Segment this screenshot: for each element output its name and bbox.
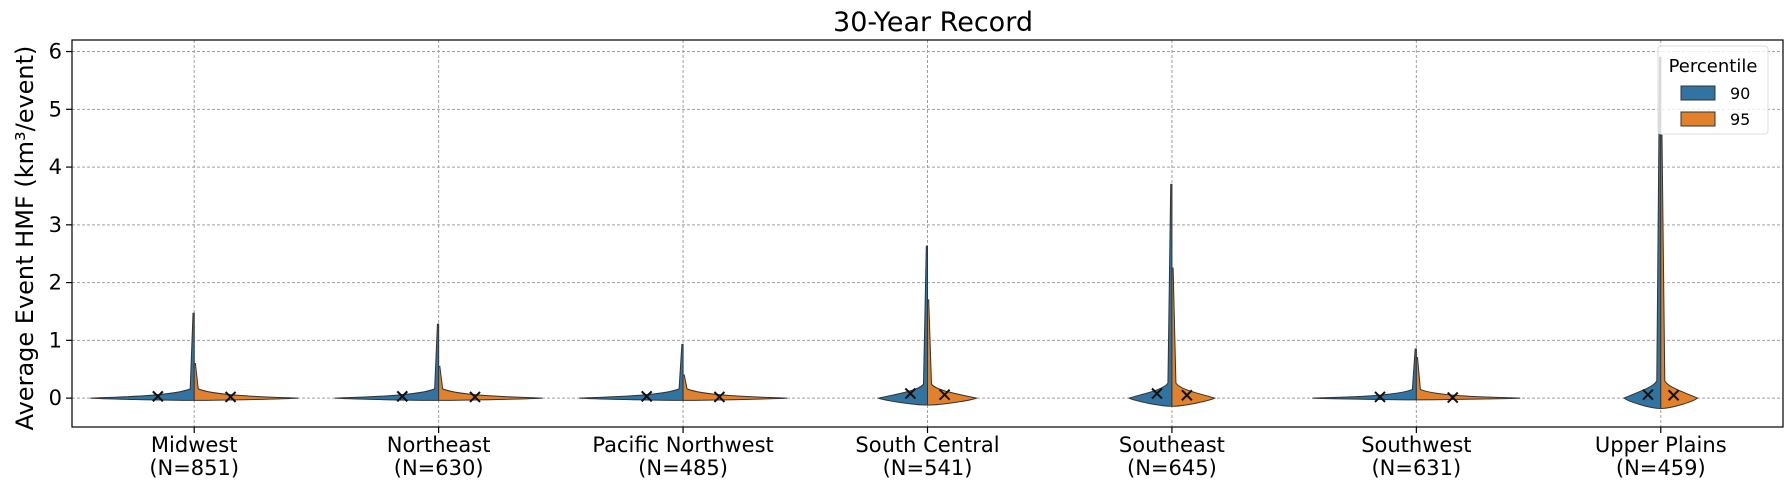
y-tick-label-4: 4 bbox=[49, 155, 62, 179]
chart-title: 30-Year Record bbox=[833, 7, 1033, 38]
legend: Percentile 90 95 bbox=[1657, 45, 1769, 135]
violins bbox=[90, 56, 1699, 410]
median-marker-90 bbox=[1642, 388, 1654, 401]
violin-half-95 bbox=[438, 365, 543, 401]
y-tick-label-2: 2 bbox=[49, 271, 62, 295]
median-marker-95 bbox=[713, 391, 726, 403]
violin-half-90 bbox=[1623, 56, 1662, 410]
legend-label-95: 95 bbox=[1730, 110, 1750, 129]
violin-half-90 bbox=[877, 245, 928, 406]
violin-half-90 bbox=[90, 312, 195, 401]
x-tick-label-region: Southwest bbox=[1361, 433, 1471, 457]
y-tick-label-1: 1 bbox=[49, 328, 62, 352]
median-marker-90 bbox=[1151, 387, 1163, 400]
x-tick-label-count: (N=485) bbox=[638, 456, 728, 480]
violin-half-90 bbox=[579, 343, 684, 401]
y-tick-label-0: 0 bbox=[49, 386, 62, 410]
violin-half-90 bbox=[1127, 183, 1173, 407]
violin-half-90 bbox=[1312, 348, 1417, 401]
x-tick-label-count: (N=631) bbox=[1371, 456, 1461, 480]
x-tick-label-region: Upper Plains bbox=[1595, 433, 1727, 457]
violin-half-95 bbox=[193, 362, 299, 401]
y-tick-label-6: 6 bbox=[49, 40, 62, 64]
legend-title: Percentile bbox=[1669, 56, 1758, 77]
violin-half-95 bbox=[1171, 267, 1216, 407]
y-axis-label: Average Event HMF (km³/event) bbox=[11, 46, 39, 431]
y-tick-label-5: 5 bbox=[49, 97, 62, 121]
median-marker-95 bbox=[1667, 389, 1680, 401]
legend-swatch-95 bbox=[1680, 111, 1716, 127]
legend-swatch-90 bbox=[1680, 85, 1716, 101]
x-tick-label-count: (N=541) bbox=[883, 456, 973, 480]
violin-half-95 bbox=[927, 299, 978, 406]
median-marker-90 bbox=[641, 390, 653, 403]
violin-half-95 bbox=[682, 374, 787, 401]
x-tick-label-count: (N=459) bbox=[1616, 456, 1706, 480]
x-tick-label-region: Northeast bbox=[387, 433, 491, 457]
x-tick-label-region: South Central bbox=[855, 433, 999, 457]
x-axis-ticks: Midwest(N=851) Northeast(N=630) Pacific No… bbox=[149, 427, 1727, 480]
violin-half-95 bbox=[1415, 357, 1521, 401]
x-tick-label-count: (N=630) bbox=[394, 456, 484, 480]
median-marker-95 bbox=[469, 391, 481, 403]
x-tick-label-region: Southeast bbox=[1119, 433, 1225, 457]
median-marker-90 bbox=[396, 390, 408, 403]
median-marker-95 bbox=[1181, 389, 1193, 401]
median-marker-95 bbox=[224, 391, 237, 403]
y-tick-label-3: 3 bbox=[49, 213, 62, 237]
median-marker-95 bbox=[1447, 391, 1459, 404]
x-tick-label-count: (N=851) bbox=[149, 456, 239, 480]
median-marker-95 bbox=[938, 388, 951, 401]
legend-label-90: 90 bbox=[1730, 84, 1750, 103]
median-marker-90 bbox=[1374, 391, 1386, 403]
x-tick-label-region: Pacific Northwest bbox=[592, 433, 773, 457]
median-marker-90 bbox=[152, 390, 164, 403]
violin-half-95 bbox=[1660, 134, 1699, 410]
x-tick-label-region: Midwest bbox=[151, 433, 238, 457]
x-tick-label-count: (N=645) bbox=[1127, 456, 1217, 480]
violin-half-90 bbox=[334, 323, 440, 401]
median-marker-90 bbox=[904, 387, 917, 400]
y-axis-ticks: 0 1 2 3 4 5 6 bbox=[49, 40, 72, 410]
